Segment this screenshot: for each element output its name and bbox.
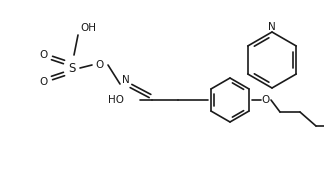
Text: N: N xyxy=(268,22,276,32)
Text: HO: HO xyxy=(108,95,124,105)
Text: O: O xyxy=(96,60,104,70)
Text: O: O xyxy=(40,50,48,60)
Text: OH: OH xyxy=(80,23,96,33)
Text: N: N xyxy=(122,75,130,85)
Text: O: O xyxy=(40,77,48,87)
Text: O: O xyxy=(262,95,270,105)
Text: S: S xyxy=(68,61,76,74)
